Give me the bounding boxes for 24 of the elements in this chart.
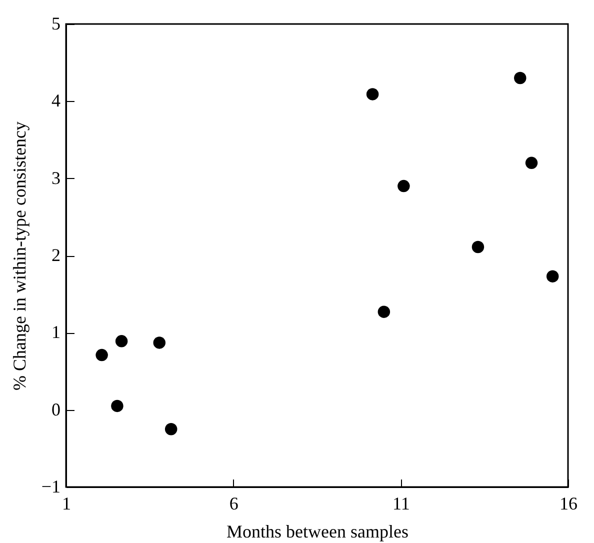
x-axis-title: Months between samples (226, 522, 408, 542)
point (366, 88, 379, 100)
point (525, 156, 538, 170)
x-tick-label: 6 (229, 494, 238, 514)
y-tick-label: 5 (52, 14, 60, 34)
point (96, 348, 108, 362)
point (111, 400, 124, 412)
point (514, 72, 526, 84)
point (164, 423, 178, 436)
point (378, 306, 390, 318)
point (153, 336, 166, 349)
y-tick-label: 3 (52, 168, 60, 188)
point (546, 270, 559, 282)
y-tick-label: 4 (52, 90, 60, 111)
point (115, 335, 128, 348)
y-tick-label: 1 (52, 322, 60, 342)
x-tick-label: 11 (392, 494, 410, 514)
point (472, 240, 484, 254)
y-tick-label: −1 (41, 476, 60, 496)
y-axis-title: % Change in within-type consistency (9, 122, 30, 390)
y-tick-label: 2 (52, 245, 60, 265)
y-tick-label: 0 (52, 399, 60, 420)
x-tick-label: 16 (560, 494, 578, 514)
point (398, 180, 410, 192)
